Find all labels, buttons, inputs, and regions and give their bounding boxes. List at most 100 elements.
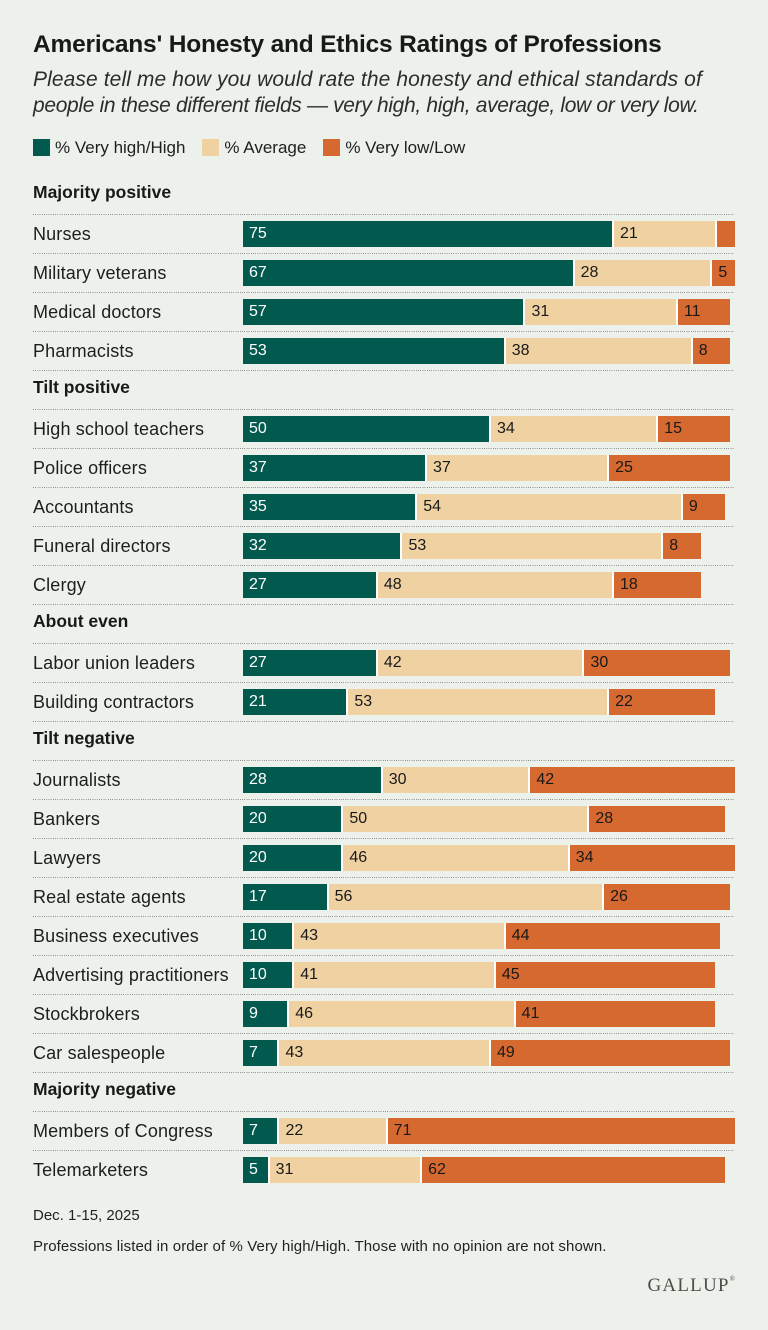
row-separator [33, 916, 735, 917]
bar-value-label: 56 [334, 888, 353, 905]
bar-segment-very-high-high: 27 [243, 572, 376, 598]
profession-label: Accountants [33, 496, 134, 517]
profession-row: Pharmacists 53 38 8 [33, 332, 735, 371]
profession-label: Advertising practitioners [33, 964, 229, 985]
bar-value-label: 43 [300, 927, 318, 944]
row-separator [33, 1150, 735, 1151]
bar-segment-very-low-low [715, 221, 735, 247]
bar-segment-very-high-high: 9 [243, 1001, 288, 1027]
row-separator [33, 877, 735, 878]
stacked-bar-chart: Majority positive Nurses 75 21 Military vete… [33, 176, 735, 1190]
bar-value-label: 43 [285, 1044, 304, 1061]
bar-segment-very-high-high: 21 [243, 689, 347, 715]
profession-row: Telemarketers 5 31 62 [33, 1151, 735, 1190]
bar-value-label: 62 [428, 1161, 446, 1178]
stacked-bar: 17 56 26 [243, 884, 735, 910]
bar-value-label: 28 [580, 264, 599, 281]
bar-segment-very-low-low: 71 [385, 1118, 735, 1144]
row-separator [33, 565, 735, 566]
bar-value-label: 9 [688, 498, 698, 515]
row-separator [33, 370, 735, 371]
bar-value-label: 38 [511, 342, 530, 359]
bar-value-label: 28 [595, 810, 614, 827]
bar-segment-very-high-high: 7 [243, 1040, 278, 1066]
legend-swatch-very-high-high [33, 139, 50, 156]
bar-segment-very-low-low: 15 [656, 416, 731, 442]
legend-item-very-low-low: % Very low/Low [323, 138, 465, 158]
bar-segment-very-high-high: 20 [243, 845, 342, 871]
bar-value-label: 41 [300, 966, 318, 983]
bar-segment-very-low-low: 18 [611, 572, 701, 598]
bar-segment-very-high-high: 67 [243, 260, 573, 286]
bar-track: 21 53 22 [243, 689, 735, 715]
legend-item-average: % Average [202, 138, 306, 158]
bar-value-label: 45 [501, 966, 520, 983]
bar-segment-average: 37 [425, 455, 608, 481]
bar-value-label: 15 [664, 420, 683, 437]
bar-segment-very-high-high: 75 [243, 221, 612, 247]
bar-value-label: 25 [615, 459, 633, 476]
bar-segment-very-high-high: 37 [243, 455, 426, 481]
profession-label: Stockbrokers [33, 1003, 140, 1024]
bar-segment-average: 50 [341, 806, 588, 832]
bar-value-label: 53 [354, 693, 373, 710]
bar-segment-very-low-low: 28 [587, 806, 726, 832]
bar-track: 50 34 15 [243, 416, 735, 442]
bar-value-label: 54 [423, 498, 441, 515]
bar-value-label: 7 [249, 1122, 258, 1139]
bar-segment-average: 34 [489, 416, 657, 442]
bar-segment-average: 46 [341, 845, 568, 871]
bar-value-label: 7 [249, 1044, 258, 1061]
bar-segment-very-high-high: 17 [243, 884, 327, 910]
profession-row: Car salespeople 7 43 49 [33, 1034, 735, 1073]
row-separator [33, 1072, 735, 1073]
bar-segment-average: 53 [400, 533, 662, 559]
row-separator [33, 721, 735, 722]
row-separator [33, 526, 735, 527]
bar-value-label: 18 [619, 576, 638, 593]
profession-label: Labor union leaders [33, 652, 195, 673]
bar-value-label: 50 [249, 420, 267, 437]
stacked-bar: 9 46 41 [243, 1001, 735, 1027]
stacked-bar: 10 41 45 [243, 962, 735, 988]
bar-value-label: 46 [295, 1005, 314, 1022]
bar-segment-average: 41 [292, 962, 494, 988]
bar-segment-average: 31 [523, 299, 676, 325]
bar-segment-very-high-high: 32 [243, 533, 401, 559]
bar-segment-average: 43 [277, 1040, 489, 1066]
bar-value-label: 42 [383, 654, 402, 671]
bar-value-label: 28 [249, 771, 267, 788]
profession-row: Members of Congress 7 22 71 [33, 1112, 735, 1151]
bar-segment-average: 46 [287, 1001, 514, 1027]
profession-label: Telemarketers [33, 1159, 148, 1180]
stacked-bar: 57 31 11 [243, 299, 735, 325]
stacked-bar: 27 42 30 [243, 650, 735, 676]
chart-subtitle-line: people in these different fields — very … [33, 94, 699, 117]
row-separator [33, 643, 735, 644]
section-header-label: Majority negative [33, 1079, 176, 1099]
bar-track: 53 38 8 [243, 338, 735, 364]
bar-segment-very-low-low: 34 [567, 845, 735, 871]
bar-segment-average: 38 [503, 338, 691, 364]
stacked-bar: 10 43 44 [243, 923, 735, 949]
bar-track: 67 28 5 [243, 260, 735, 286]
row-separator [33, 214, 735, 215]
bar-track: 27 48 18 [243, 572, 735, 598]
bar-value-label: 21 [249, 693, 267, 710]
bar-track: 7 43 49 [243, 1040, 735, 1066]
row-separator [33, 448, 735, 449]
footnote: Professions listed in order of % Very hi… [33, 1237, 607, 1255]
bar-value-label: 34 [497, 420, 515, 437]
section-header-label: Majority positive [33, 182, 172, 202]
bar-segment-average: 30 [380, 767, 529, 793]
profession-label: Building contractors [33, 691, 195, 712]
section-header: Majority negative [33, 1073, 735, 1112]
profession-label: High school teachers [33, 418, 205, 439]
profession-row: Clergy 27 48 18 [33, 566, 735, 605]
bar-track: 17 56 26 [243, 884, 735, 910]
bar-track: 10 43 44 [243, 923, 735, 949]
legend-swatch-very-low-low [323, 139, 341, 156]
bar-segment-very-low-low: 42 [528, 767, 735, 793]
registered-mark: ® [729, 1275, 735, 1283]
stacked-bar: 35 54 9 [243, 494, 735, 520]
